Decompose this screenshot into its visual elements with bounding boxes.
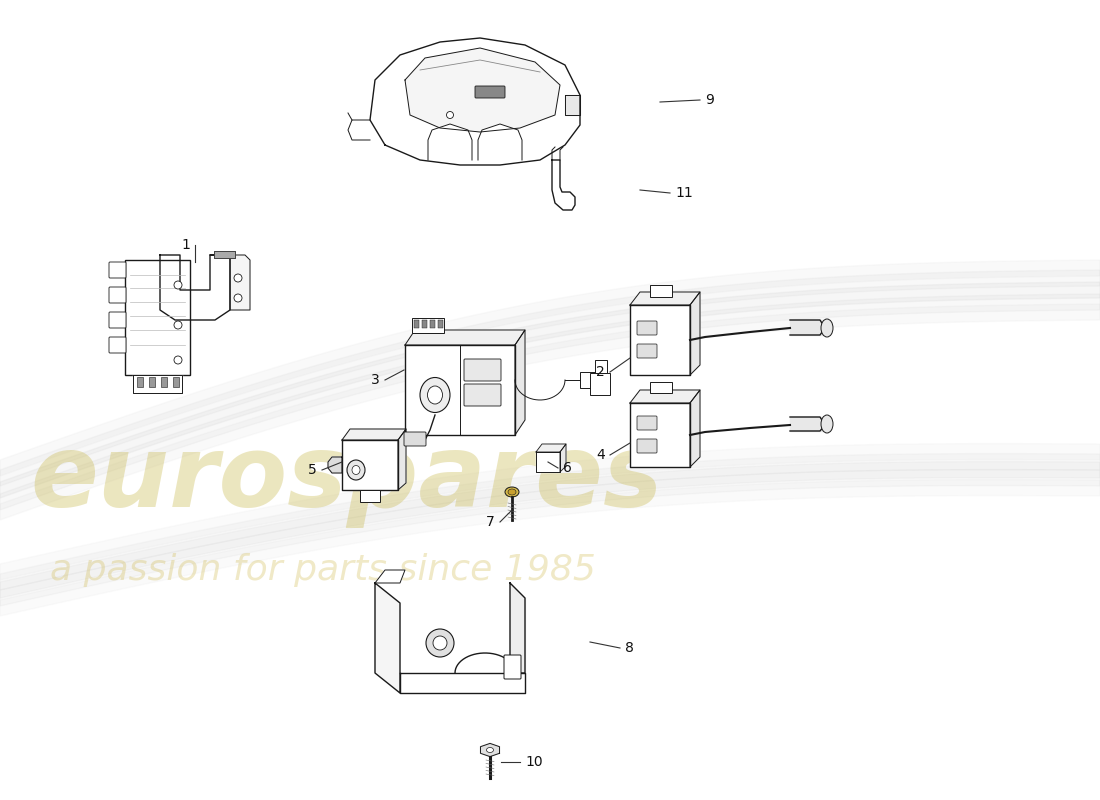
Polygon shape (400, 673, 525, 693)
Polygon shape (398, 429, 406, 490)
Polygon shape (515, 330, 525, 435)
FancyBboxPatch shape (595, 360, 607, 373)
Text: 1: 1 (182, 238, 190, 252)
Polygon shape (690, 390, 700, 467)
Polygon shape (565, 95, 580, 115)
FancyBboxPatch shape (637, 344, 657, 358)
Ellipse shape (234, 294, 242, 302)
Ellipse shape (433, 636, 447, 650)
Polygon shape (342, 440, 398, 490)
Ellipse shape (508, 489, 516, 495)
Polygon shape (630, 390, 700, 403)
Polygon shape (552, 160, 575, 210)
Polygon shape (428, 124, 472, 160)
FancyBboxPatch shape (125, 260, 190, 375)
Bar (422, 320, 427, 328)
FancyBboxPatch shape (109, 262, 126, 278)
Polygon shape (630, 305, 690, 375)
FancyBboxPatch shape (214, 251, 235, 258)
Text: 4: 4 (596, 448, 605, 462)
Polygon shape (342, 429, 406, 440)
Bar (438, 320, 443, 328)
Polygon shape (510, 583, 525, 673)
FancyBboxPatch shape (360, 490, 379, 502)
Polygon shape (210, 255, 250, 310)
Text: 7: 7 (486, 515, 495, 529)
Polygon shape (690, 292, 700, 375)
Ellipse shape (352, 466, 360, 474)
Ellipse shape (420, 378, 450, 413)
Ellipse shape (346, 460, 365, 480)
Ellipse shape (447, 111, 453, 118)
Polygon shape (375, 583, 400, 693)
FancyBboxPatch shape (109, 312, 126, 328)
FancyBboxPatch shape (214, 251, 235, 258)
FancyBboxPatch shape (464, 384, 500, 406)
Text: 9: 9 (705, 93, 714, 107)
Polygon shape (481, 743, 499, 757)
FancyBboxPatch shape (464, 359, 500, 381)
FancyBboxPatch shape (109, 337, 126, 353)
FancyBboxPatch shape (650, 285, 672, 297)
FancyBboxPatch shape (504, 655, 521, 679)
Text: 10: 10 (525, 755, 542, 769)
Bar (161, 377, 167, 387)
FancyBboxPatch shape (580, 372, 596, 388)
Polygon shape (560, 444, 566, 472)
FancyBboxPatch shape (590, 373, 610, 395)
Text: 8: 8 (625, 641, 634, 655)
FancyBboxPatch shape (637, 416, 657, 430)
Ellipse shape (234, 274, 242, 282)
Bar (414, 320, 419, 328)
Polygon shape (370, 38, 580, 165)
Ellipse shape (821, 319, 833, 337)
FancyBboxPatch shape (637, 321, 657, 335)
FancyBboxPatch shape (109, 287, 126, 303)
Polygon shape (328, 457, 342, 473)
Ellipse shape (428, 386, 442, 404)
Polygon shape (536, 444, 566, 452)
Bar (173, 377, 179, 387)
Bar (148, 377, 155, 387)
Polygon shape (478, 124, 522, 160)
FancyBboxPatch shape (475, 86, 505, 98)
FancyBboxPatch shape (404, 432, 426, 446)
Text: 3: 3 (372, 373, 379, 387)
FancyBboxPatch shape (214, 251, 235, 258)
Polygon shape (790, 320, 825, 335)
Polygon shape (405, 48, 560, 132)
Text: 6: 6 (563, 461, 572, 475)
Text: 11: 11 (675, 186, 693, 200)
Bar (430, 320, 434, 328)
FancyBboxPatch shape (412, 318, 444, 333)
Polygon shape (630, 292, 700, 305)
Ellipse shape (821, 415, 833, 433)
FancyBboxPatch shape (637, 439, 657, 453)
Text: 5: 5 (308, 463, 317, 477)
Polygon shape (375, 570, 405, 583)
Ellipse shape (174, 281, 182, 289)
Text: 2: 2 (596, 365, 605, 379)
Ellipse shape (174, 356, 182, 364)
Text: a passion for parts since 1985: a passion for parts since 1985 (50, 553, 596, 587)
Ellipse shape (174, 321, 182, 329)
Polygon shape (160, 255, 230, 320)
Polygon shape (405, 330, 525, 345)
Ellipse shape (486, 747, 494, 753)
Polygon shape (536, 452, 560, 472)
Text: eurospares: eurospares (30, 431, 662, 529)
FancyBboxPatch shape (650, 382, 672, 393)
Ellipse shape (505, 487, 519, 497)
Polygon shape (790, 417, 825, 431)
Polygon shape (630, 403, 690, 467)
Polygon shape (405, 345, 515, 435)
Polygon shape (133, 375, 182, 393)
Bar (138, 377, 143, 387)
Ellipse shape (426, 629, 454, 657)
